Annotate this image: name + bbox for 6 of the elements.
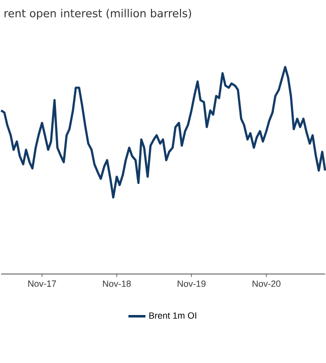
x-tick-label: Nov-17 xyxy=(28,280,56,287)
legend-label: Brent 1m OI xyxy=(149,312,196,319)
x-tick-label: Nov-19 xyxy=(178,280,206,287)
x-tick-label: Nov-18 xyxy=(102,280,131,287)
chart-title: rent open interest (million barrels) xyxy=(4,8,191,20)
x-tick-label: Nov-20 xyxy=(252,280,280,287)
